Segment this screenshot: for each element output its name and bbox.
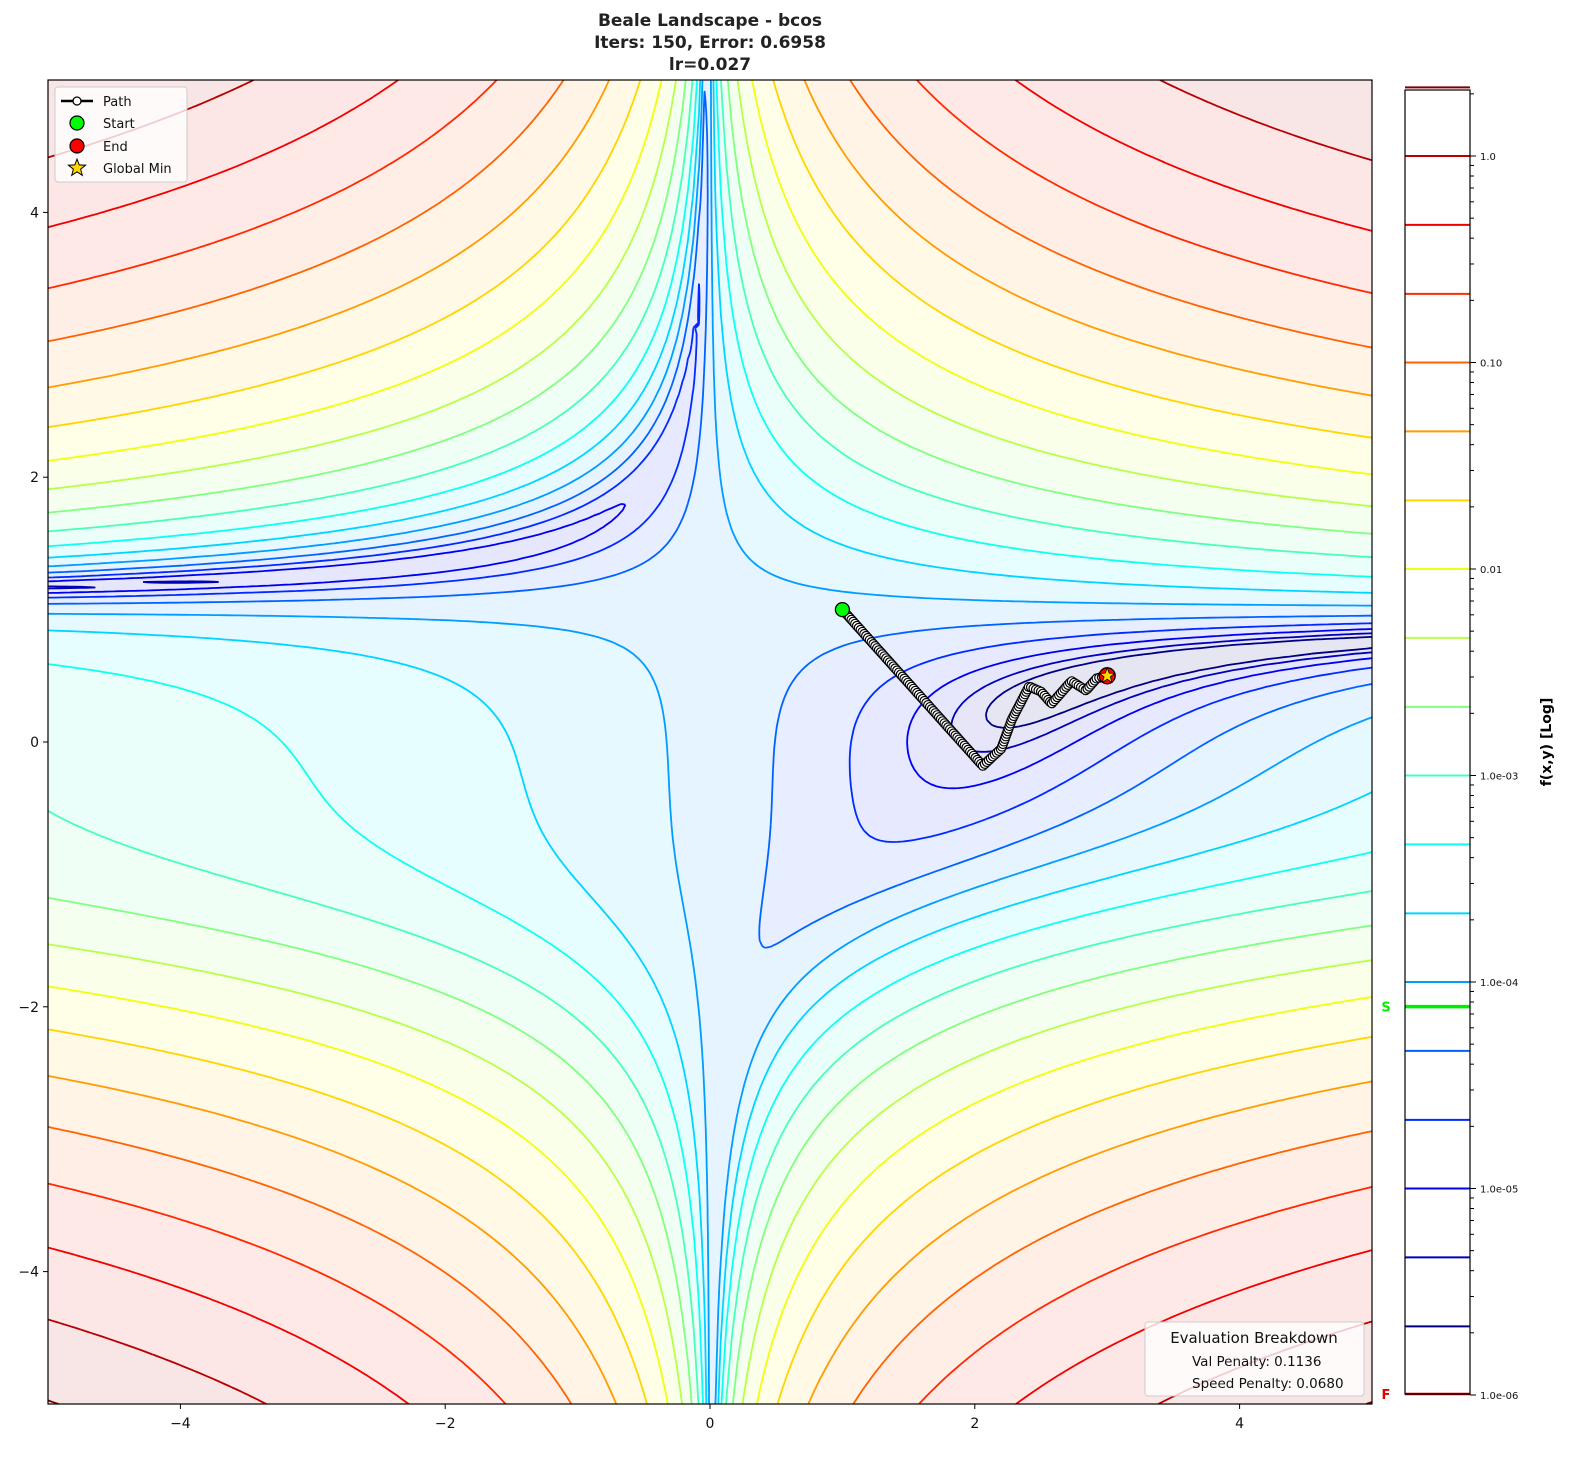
val-penalty-text: Val Penalty: 0.1136: [1192, 1354, 1321, 1370]
colorbar-tick-label: 1.0e-05: [1480, 1185, 1518, 1196]
contour-fill: [48, 80, 1372, 1404]
y-tick-label: 0: [30, 735, 39, 751]
legend: Path Start End Global Min: [54, 86, 188, 183]
evaluation-box-frame: [1144, 1321, 1365, 1397]
legend-end-marker: [69, 138, 85, 154]
legend-star-icon: [67, 157, 87, 177]
contour-line-level-15: [48, 80, 1372, 1404]
colorbar-tick-label: 1.0e-03: [1480, 772, 1518, 783]
contour-line-level-17: [48, 80, 1372, 1404]
legend-globalmin-label: Global Min: [103, 162, 172, 177]
contour-line-level-14: [48, 80, 1372, 1404]
legend-box: [54, 86, 188, 183]
contour-line-level-9: [48, 80, 1372, 1404]
start-marker: [834, 601, 851, 618]
contour-line-level-1: [985, 635, 1372, 729]
colorbar-tick-label: 0.01: [1480, 565, 1502, 576]
contour-line-level-18: [48, 80, 1372, 1404]
legend-path-label: Path: [103, 95, 132, 110]
x-tick-label: 4: [1235, 1416, 1244, 1432]
title-line-3: lr=0.027: [669, 55, 751, 75]
y-tick-label: −2: [18, 1000, 39, 1016]
contour-line-level-16: [48, 80, 1372, 1404]
y-tick-label: −4: [18, 1265, 39, 1281]
contour-line-level-11: [48, 80, 1372, 1404]
contour-line-level-12: [48, 80, 1372, 1404]
title-line-2: Iters: 150, Error: 0.6958: [594, 33, 826, 53]
title-line-1: Beale Landscape - bcos: [598, 11, 822, 31]
contour-line-level-5: [48, 90, 1372, 949]
legend-start-marker: [69, 115, 85, 131]
x-tick-label: −4: [170, 1416, 191, 1432]
colorbar-tick-label: 1.0: [1480, 152, 1496, 163]
x-axis: −4 −2 0 2 4: [170, 1404, 1244, 1432]
contour-line-level-8: [48, 80, 1372, 1404]
contour-lines: [48, 80, 1372, 1404]
legend-path-marker: [72, 96, 82, 106]
contour-line-level-4: [48, 283, 1372, 843]
contour-line-level-19: [48, 80, 1372, 1404]
evaluation-box: Evaluation Breakdown Val Penalty: 0.1136…: [1144, 1321, 1365, 1397]
x-tick-label: −2: [435, 1416, 456, 1432]
plot-frame: [47, 79, 1373, 1405]
legend-end-label: End: [103, 140, 128, 155]
contour-line-level-7: [48, 80, 1372, 1404]
speed-penalty-text: Speed Penalty: 0.0680: [1192, 1376, 1344, 1392]
colorbar-label: f(x,y) [Log]: [1539, 698, 1555, 787]
legend-start-label: Start: [103, 117, 135, 132]
contour-line-level-10: [48, 80, 1372, 1404]
contour-line-level-13: [48, 80, 1372, 1404]
colorbar-tick-label: 1.0e-06: [1480, 1391, 1518, 1402]
colorbar-final-label: F: [1382, 1388, 1391, 1403]
colorbar: 1.00.100.011.0e-031.0e-041.0e-051.0e-06 …: [1381, 86, 1555, 1403]
colorbar-start-label: S: [1381, 1001, 1390, 1016]
optimizer-path: [834, 601, 1116, 771]
evaluation-title: Evaluation Breakdown: [1170, 1329, 1338, 1347]
colorbar-tick-label: 1.0e-04: [1480, 978, 1518, 989]
y-axis: 4 2 0 −2 −4: [18, 205, 48, 1281]
y-tick-label: 4: [30, 205, 39, 221]
colorbar-tick-label: 0.10: [1480, 359, 1502, 370]
x-tick-label: 2: [970, 1416, 979, 1432]
global-min-star: [1098, 666, 1116, 684]
x-tick-label: 0: [706, 1416, 715, 1432]
contour-line-level-3: [48, 503, 1372, 790]
y-tick-label: 2: [30, 470, 39, 486]
colorbar-frame: [1404, 89, 1471, 1395]
contour-line-level-6: [48, 80, 1372, 1404]
contour-line-level-2: [48, 580, 1372, 753]
colorbar-body: [1405, 90, 1470, 1394]
